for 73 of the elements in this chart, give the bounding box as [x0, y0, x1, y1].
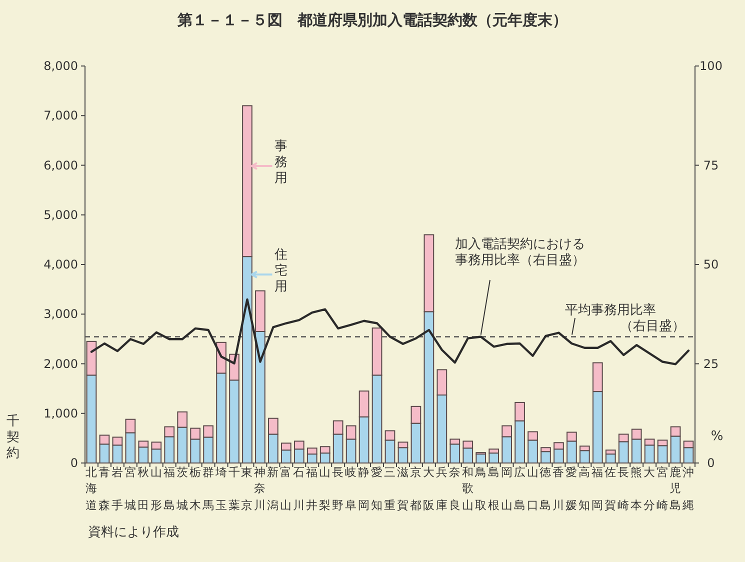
- category-label: 鳥取: [474, 465, 487, 512]
- category-label: 秋田: [137, 465, 150, 512]
- category-label: 福井: [306, 465, 318, 512]
- category-label: 青森: [98, 465, 110, 512]
- y-tick-label: 2,000: [44, 356, 78, 371]
- category-label: 京都: [410, 465, 422, 512]
- x-tick-label: 神奈川: [254, 465, 266, 512]
- y-tick-label: 8,000: [44, 59, 78, 73]
- category-label: 高知: [578, 465, 591, 512]
- chart-title: 第１－１－５図 都道府県別加入電話契約数（元年度末）: [176, 11, 568, 29]
- category-label: 香川: [552, 465, 565, 512]
- y-tick-label: 1,000: [44, 406, 78, 420]
- category-label: 茨城: [176, 465, 188, 512]
- bar: [605, 454, 616, 464]
- category-label: 千葉: [228, 465, 240, 512]
- category-label: 山形: [150, 465, 162, 512]
- text: 資料により作成: [88, 525, 179, 540]
- category-label: 奈良: [448, 465, 461, 512]
- legend-label: 住宅用: [274, 248, 288, 295]
- category-label: 徳島: [540, 465, 552, 512]
- text: 加入電話契約における事務用比率（右目盛）: [455, 237, 585, 268]
- category-label: 山梨: [319, 465, 332, 512]
- y2-tick-label: 0: [707, 456, 715, 470]
- ref-line-label: 平均事務用比率（右目盛）: [565, 302, 685, 334]
- x-tick-label: 北海道: [85, 465, 98, 512]
- category-label: 滋賀: [396, 465, 409, 512]
- category-label: 石川: [293, 465, 306, 512]
- y-tick-label: 0: [70, 456, 78, 470]
- category-label: 富山: [280, 465, 292, 512]
- category-label: 三重: [384, 465, 396, 512]
- y-tick-label: 7,000: [44, 108, 78, 123]
- category-label: 大分: [644, 465, 656, 512]
- category-label: 山口: [526, 465, 539, 512]
- category-label: 福島: [163, 465, 176, 512]
- y-tick-label: 3,000: [44, 307, 78, 322]
- category-label: 沖縄: [682, 465, 695, 512]
- category-label: 宮城: [124, 465, 136, 512]
- category-label: 兵庫: [436, 465, 448, 512]
- y-tick-label: 5,000: [44, 208, 78, 222]
- bar: [476, 454, 486, 464]
- category-label: 愛媛: [566, 465, 578, 512]
- category-label: 岡山: [500, 465, 513, 512]
- category-label: 新潟: [267, 465, 280, 512]
- x-tick-label: 鹿児島: [670, 465, 682, 512]
- category-label: 長野: [332, 465, 344, 512]
- y2-tick-label: 25: [703, 356, 719, 371]
- x-tick-label: 和歌山: [462, 465, 474, 512]
- y2-tick-label: 50: [703, 258, 719, 272]
- category-label: 島根: [488, 465, 500, 512]
- category-label: 大阪: [422, 465, 435, 512]
- y-tick-label: 6,000: [44, 158, 78, 172]
- y2-tick-label: 100: [700, 59, 722, 73]
- category-label: 福岡: [592, 465, 604, 512]
- bar: [488, 452, 499, 464]
- category-label: 熊本: [630, 465, 643, 512]
- category-label: 群馬: [202, 465, 214, 512]
- category-label: 岩手: [111, 465, 124, 512]
- y-axis-title: 千契約: [6, 414, 20, 461]
- category-label: 栃木: [189, 465, 202, 512]
- legend-label: 事務用: [274, 139, 288, 186]
- category-label: 静岡: [358, 465, 370, 512]
- y2-tick-label: 75: [703, 158, 719, 172]
- category-label: 宮崎: [656, 465, 669, 512]
- category-label: 佐賀: [604, 465, 617, 512]
- category-label: 岐阜: [345, 465, 358, 512]
- category-label: 埼玉: [215, 465, 228, 512]
- y2-axis-title: %: [710, 429, 724, 444]
- y-tick-label: 4,000: [44, 258, 78, 272]
- category-label: 愛知: [371, 465, 384, 512]
- bar: [540, 451, 551, 464]
- category-label: 東京: [241, 465, 254, 512]
- category-label: 長崎: [618, 465, 630, 512]
- category-label: 広島: [514, 465, 526, 512]
